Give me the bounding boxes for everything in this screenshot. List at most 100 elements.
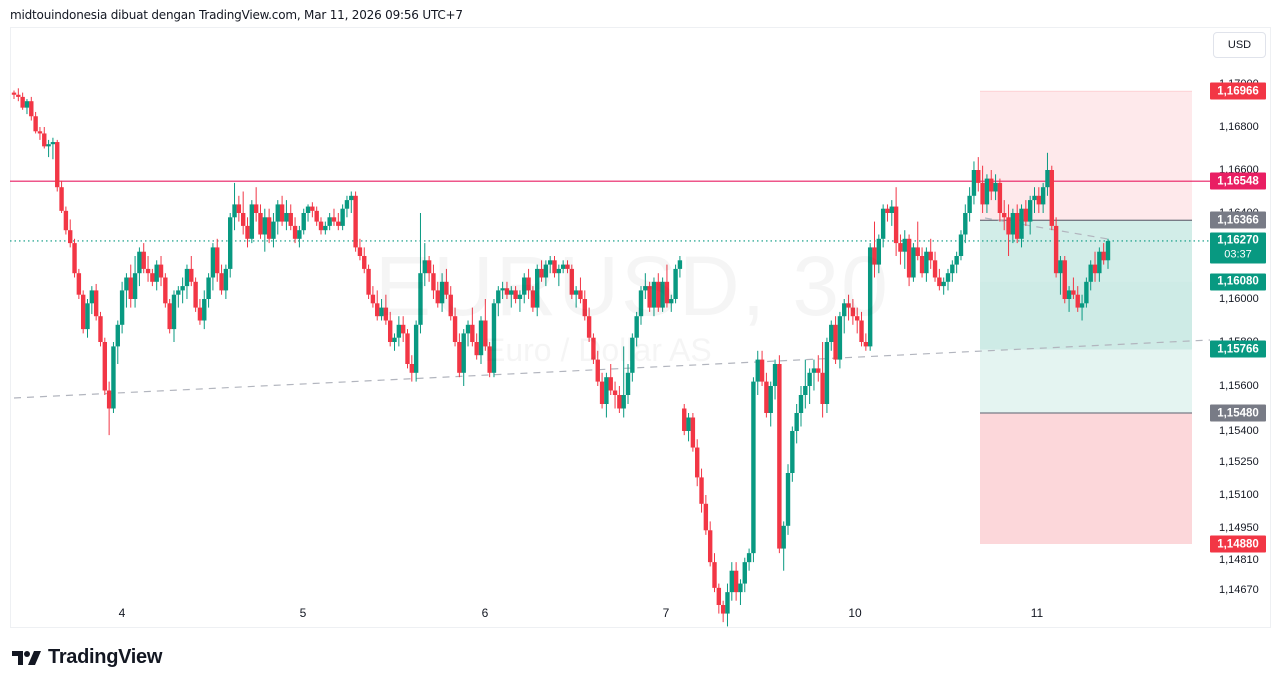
candle-body <box>850 307 856 317</box>
candle-body <box>539 268 544 278</box>
candle-body <box>357 247 363 256</box>
candle-body <box>509 290 514 295</box>
candle-body <box>669 299 674 304</box>
logo-text: TradingView <box>48 646 163 668</box>
candle-body <box>543 264 549 278</box>
candle-body <box>682 408 687 431</box>
target-zone-3 <box>980 349 1192 413</box>
price-tag-value: 1,16080 <box>1217 275 1259 288</box>
candle-body <box>392 337 397 342</box>
candle-body <box>236 204 242 213</box>
candle-body <box>132 273 138 299</box>
candle-body <box>980 182 985 205</box>
candle-body <box>1010 213 1016 235</box>
candle-body <box>867 247 873 347</box>
candle-body <box>902 238 907 252</box>
candle-body <box>379 307 384 317</box>
candle-body <box>42 133 47 147</box>
price-axis-label: 1,16000 <box>1219 293 1259 305</box>
candle-body <box>314 210 319 222</box>
candle-body <box>889 206 894 213</box>
candle-body <box>297 230 302 239</box>
candle-body <box>772 364 778 386</box>
candle-body <box>1084 281 1089 304</box>
candle-body <box>617 395 622 409</box>
candle-body <box>911 247 916 278</box>
price-axis-label: 1,14950 <box>1219 522 1259 534</box>
price-tag: 1,16270 03:37 <box>1210 232 1266 264</box>
candle-body <box>137 251 142 274</box>
candle-body <box>444 281 449 295</box>
candle-body <box>426 260 432 274</box>
candle-body <box>807 372 812 386</box>
candle-body <box>522 277 527 295</box>
candle-body <box>305 206 311 213</box>
candle-body <box>115 324 120 347</box>
time-axis-label: 7 <box>662 606 670 620</box>
candle-body <box>349 195 354 201</box>
candle-body <box>586 316 592 338</box>
candle-body <box>1002 213 1007 218</box>
candle-body <box>565 264 570 269</box>
price-tag: 1,15480 <box>1210 404 1266 422</box>
candle-body <box>798 395 804 413</box>
candle-body <box>301 213 306 231</box>
candle-body <box>487 346 492 373</box>
candle-body <box>331 217 337 222</box>
candle-body <box>855 316 860 321</box>
time-axis-label: 6 <box>481 606 489 620</box>
candle-body <box>677 260 683 269</box>
candle-body <box>612 390 618 395</box>
candle-body <box>29 101 34 117</box>
price-tag-value: 1,15766 <box>1217 343 1259 356</box>
candle-body <box>1036 195 1042 205</box>
candle-body <box>154 264 159 282</box>
candle-body <box>171 294 177 330</box>
candle-body <box>405 333 410 364</box>
candle-body <box>872 247 877 265</box>
tradingview-logo[interactable]: TradingView <box>12 646 162 669</box>
candle-body <box>37 131 43 134</box>
candle-body <box>409 364 415 373</box>
time-axis-label: 5 <box>299 606 307 620</box>
candle-body <box>976 170 981 183</box>
candle-body <box>1040 187 1046 205</box>
candle-body <box>370 294 376 304</box>
trendline-dashed <box>13 339 1211 399</box>
candle-body <box>560 264 566 269</box>
candle-body <box>375 303 380 317</box>
chart-frame[interactable] <box>10 27 1271 628</box>
candle-body <box>275 204 280 222</box>
candle-body <box>604 377 609 404</box>
candle-body <box>997 182 1003 213</box>
candle-body <box>690 417 696 448</box>
candle-body <box>898 243 903 252</box>
currency-button[interactable]: USD <box>1213 32 1266 58</box>
candle-body <box>413 324 419 373</box>
candle-body <box>422 260 427 274</box>
price-axis-label: 1,15100 <box>1219 489 1259 501</box>
candle-body <box>340 208 345 226</box>
candle-body <box>984 178 990 205</box>
candle-body <box>712 562 717 588</box>
candle-body <box>759 359 765 382</box>
candle-body <box>435 290 440 304</box>
candle-body <box>89 290 95 304</box>
candle-body <box>176 290 181 295</box>
price-tag: 1,15766 <box>1210 340 1266 358</box>
candle-body <box>145 268 151 274</box>
candle-body <box>1019 208 1024 239</box>
candle-body <box>733 570 739 593</box>
candle-body <box>11 92 17 95</box>
candle-body <box>496 290 501 304</box>
candle-body <box>768 386 773 413</box>
candle-body <box>837 316 843 360</box>
price-axis-label: 1,16800 <box>1219 121 1259 133</box>
candle-body <box>1053 225 1059 274</box>
candle-body <box>310 206 315 211</box>
candle-body <box>880 208 886 239</box>
candle-body <box>387 320 393 342</box>
candle-body <box>457 342 462 373</box>
candle-body <box>76 273 82 295</box>
